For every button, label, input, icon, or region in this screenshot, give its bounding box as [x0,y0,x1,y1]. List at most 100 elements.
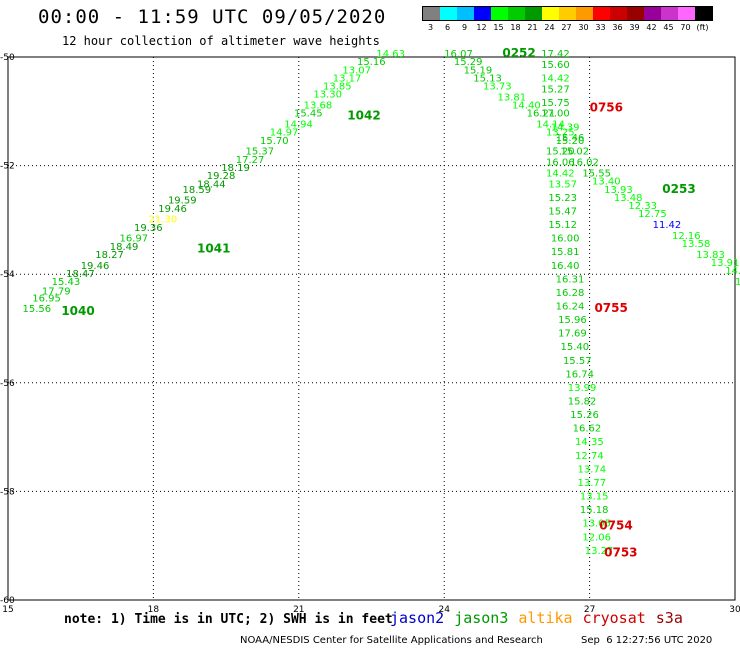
color-swatch [610,7,627,20]
color-swatch [474,7,491,20]
data-point-label: 13.93 [604,185,633,196]
data-point-label: 13.17 [333,73,362,84]
color-scale-label: 70 [680,23,691,32]
page-title: 00:00 - 11:59 UTC 09/05/2020 [38,6,387,28]
data-point-label: 16.40 [551,261,580,272]
data-point-label: 13.48 [614,193,643,204]
data-point-label: 14.97 [270,128,299,139]
color-scale-label: 3 [427,23,434,32]
data-point-label: 13.05 [582,519,611,530]
data-point-label: 15.19 [464,65,493,76]
data-point-label: 13.77 [577,478,606,489]
data-point-label: 17.42 [541,49,570,60]
color-scale-label: 18 [510,23,521,32]
pass-time-label: 0252 [502,46,535,60]
color-swatch [678,7,695,20]
data-point-label: 15.40 [561,342,590,353]
data-point-label: 19.46 [158,204,187,215]
mission-legend-entry: jason3 [454,609,509,627]
data-point-label: 14.40 [512,101,541,112]
pass-time-label: 0754 [599,518,632,532]
data-point-label: 11.42 [653,220,682,231]
data-point-label: 18.47 [66,269,95,280]
data-point-label: 15.82 [568,397,597,408]
data-point-label: 17.00 [541,109,570,120]
color-swatch [491,7,508,20]
data-point-label: 15.02 [561,147,590,158]
data-point-label: 13.68 [304,101,333,112]
y-tick-label: -58 [0,487,15,497]
data-point-label: 15.47 [548,206,577,217]
data-point-label: 14.94 [284,120,313,131]
data-point-label: 13.30 [313,90,342,101]
data-point-label: 13.15 [580,492,609,503]
data-point-label: 16.28 [556,288,585,299]
x-tick-label: 24 [438,605,450,615]
pass-time-label: 0756 [590,100,623,114]
x-tick-label: 21 [293,605,304,615]
plot-frame [7,56,736,601]
data-point-label: 15.81 [551,247,580,258]
color-swatch [423,7,440,20]
data-point-label: 14.14 [536,120,565,131]
color-swatch [457,7,474,20]
data-point-label: 16.06 [546,158,575,169]
mission-legend-entry: jason2 [390,609,445,627]
color-scale-label: 42 [646,23,657,32]
data-point-label: 16.74 [565,369,594,380]
mission-legend: jason2 jason3 altika cryosat s3a [390,609,693,627]
data-point-label: 12.06 [582,532,611,543]
x-tick-label: 30 [729,605,740,615]
data-point-label: 18.59 [182,185,211,196]
data-point-label: 16.02 [570,158,599,169]
x-tick-label: 27 [584,605,595,615]
data-point-label: 13.81 [498,92,527,103]
data-point-label: 18.19 [221,163,250,174]
data-point-label: 17.79 [42,286,71,297]
data-point-label: 18.49 [110,242,139,253]
data-point-label: 12.16 [672,231,701,242]
color-swatch [644,7,661,20]
data-point-label: 19.36 [134,223,163,234]
color-scale-label: 9 [461,23,468,32]
data-point-label: 13.99 [568,383,597,394]
pass-time-label: 0753 [604,546,637,560]
data-point-label: 16.24 [556,301,585,312]
data-point-label: 16.07 [444,49,473,60]
x-tick-label: 18 [148,605,160,615]
y-tick-label: -60 [0,596,15,606]
data-point-label: 14.42 [541,73,570,84]
pass-time-label: 1042 [347,108,380,122]
color-scale-swatches [422,6,713,21]
color-swatch [440,7,457,20]
data-point-label: 15.70 [260,136,289,147]
data-point-label: 15.43 [52,277,81,288]
data-point-label: 15.26 [570,410,599,421]
data-point-label: 19.28 [207,171,236,182]
data-point-label: 12.33 [628,201,657,212]
data-point-label: 17.69 [558,329,587,340]
data-point-label: 15.23 [548,193,577,204]
data-point-label: 15.20 [546,147,575,158]
data-point-label: 16.21 [527,109,556,120]
y-tick-label: -54 [0,270,15,280]
data-point-label: 13.40 [592,177,621,188]
color-swatch [576,7,593,20]
data-point-label: 15.96 [558,315,587,326]
data-point-label: 13.58 [682,239,711,250]
data-point-label: 14.39 [551,122,580,133]
color-scale-label: 15 [493,23,504,32]
footer-timestamp: Sep 6 12:27:56 UTC 2020 [581,635,713,646]
mission-legend-entry: altika [518,609,573,627]
data-point-label: 15.13 [473,73,502,84]
pass-time-label: 1041 [197,241,230,255]
color-swatch [508,7,525,20]
color-scale-label: 39 [629,23,640,32]
data-point-label: 16.62 [573,424,602,435]
color-scale-label: 21 [527,23,538,32]
data-point-label: 14.79 [725,266,740,277]
data-point-label: 13.73 [483,82,512,93]
pass-time-label: 1040 [61,304,94,318]
data-point-label: 19.46 [81,261,110,272]
color-scale-labels: 3 6 9 12 15 18 21 24 27 30 33 36 39 42 45 70 (ft) [422,23,713,32]
